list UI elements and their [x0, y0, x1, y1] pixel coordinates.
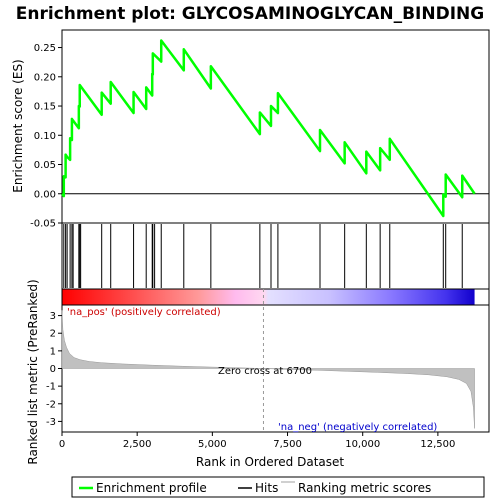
ranked-metric-panel: -3 -2 -1 0 1 2 3 'na_pos' (positively correlat… [26, 279, 490, 465]
metric-y-axis-label: Ranked list metric (PreRanked) [26, 279, 40, 464]
ranking-metric-area [61, 310, 475, 429]
enrichment-profile-line [61, 39, 476, 218]
legend: Enrichment profile Hits Ranking metric s… [71, 476, 485, 498]
metric-y-tick-label: 1 [50, 346, 56, 357]
metric-y-tick-label: -2 [46, 399, 56, 410]
es-y-tick-label: 0.10 [34, 131, 56, 142]
x-axis-label: Rank in Ordered Dataset [196, 455, 344, 469]
metric-y-tick-label: 2 [50, 329, 56, 340]
x-tick-label: 5,000 [198, 439, 227, 450]
rank-color-band [61, 288, 490, 306]
hits-panel [61, 222, 490, 290]
legend-metric-label: Ranking metric scores [298, 481, 431, 495]
es-y-tick-label: 0.25 [34, 43, 56, 54]
es-y-tick-label: 0.15 [34, 102, 56, 113]
es-y-tick-label: 0.00 [34, 189, 56, 200]
metric-y-tick-label: 0 [50, 364, 56, 375]
es-panel: -0.05 0.00 0.05 0.10 0.15 0.20 0.25 Enrichment… [11, 29, 490, 230]
es-y-axis-label: Enrichment score (ES) [11, 59, 25, 192]
chart-title: Enrichment plot: GLYCOSAMINOGLYCAN_BINDI… [16, 4, 484, 24]
es-y-ticks: -0.05 0.00 0.05 0.10 0.15 0.20 0.25 [30, 43, 62, 230]
metric-y-tick-label: -1 [46, 382, 56, 393]
x-tick-label: 7,500 [273, 439, 302, 450]
es-y-tick-label: 0.05 [34, 160, 56, 171]
x-axis: 0 2,500 5,000 7,500 10,000 12,500 [59, 432, 455, 450]
metric-y-tick-label: -3 [46, 417, 56, 428]
x-tick-label: 2,500 [123, 439, 152, 450]
x-tick-label: 10,000 [345, 439, 380, 450]
x-tick-label: 12,500 [420, 439, 455, 450]
es-y-tick-label: 0.20 [34, 72, 56, 83]
metric-y-ticks: -3 -2 -1 0 1 2 3 [46, 311, 62, 428]
es-y-tick-label: -0.05 [30, 219, 56, 230]
legend-es-label: Enrichment profile [96, 481, 207, 495]
x-tick-label: 0 [59, 439, 65, 450]
neg-correlated-label: 'na_neg' (negatively correlated) [278, 422, 437, 433]
pos-correlated-label: 'na_pos' (positively correlated) [67, 307, 221, 318]
metric-y-tick-label: 3 [50, 311, 56, 322]
hit-lines [63, 224, 463, 288]
zero-cross-label: Zero cross at 6700 [218, 366, 312, 377]
legend-hits-label: Hits [255, 481, 278, 495]
